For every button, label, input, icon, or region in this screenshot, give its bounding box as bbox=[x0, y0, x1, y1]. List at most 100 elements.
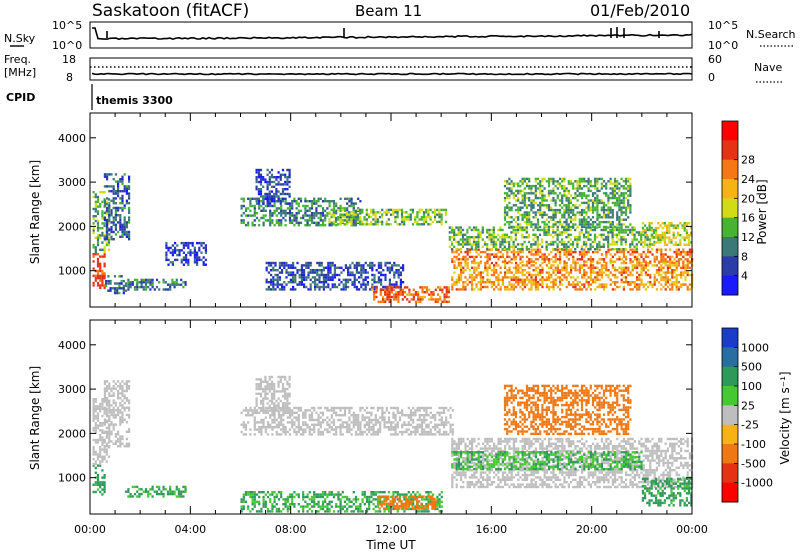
heatmap-cell bbox=[364, 276, 367, 279]
heatmap-cell bbox=[517, 281, 520, 284]
heatmap-cell bbox=[680, 250, 683, 254]
heatmap-cell bbox=[264, 192, 267, 196]
heatmap-cell bbox=[503, 238, 506, 241]
heatmap-cell bbox=[249, 433, 252, 436]
heatmap-cell bbox=[521, 194, 524, 197]
heatmap-cell bbox=[198, 249, 201, 252]
heatmap-cell bbox=[607, 208, 610, 212]
heatmap-cell bbox=[536, 243, 539, 246]
heatmap-cell bbox=[280, 421, 283, 424]
heatmap-cell bbox=[536, 218, 540, 221]
heatmap-cell bbox=[499, 255, 502, 259]
heatmap-cell bbox=[388, 271, 391, 274]
heatmap-cell bbox=[680, 285, 683, 289]
heatmap-cell bbox=[620, 223, 623, 226]
heatmap-cell bbox=[479, 233, 482, 236]
heatmap-cell bbox=[328, 224, 331, 227]
heatmap-cell bbox=[451, 258, 454, 261]
heatmap-cell bbox=[541, 196, 544, 200]
heatmap-cell bbox=[114, 218, 117, 222]
heatmap-cell bbox=[162, 485, 165, 489]
heatmap-cell bbox=[567, 199, 570, 202]
heatmap-cell bbox=[103, 222, 106, 225]
heatmap-cell bbox=[587, 206, 590, 209]
heatmap-cell bbox=[587, 266, 590, 269]
heatmap-cell bbox=[598, 283, 601, 286]
heatmap-cell bbox=[539, 204, 542, 207]
heatmap-cell bbox=[655, 226, 658, 230]
heatmap-cell bbox=[600, 253, 603, 256]
heatmap-cell bbox=[106, 206, 109, 210]
heatmap-cell bbox=[614, 283, 617, 286]
heatmap-cell bbox=[99, 483, 102, 486]
heatmap-cell bbox=[269, 423, 272, 426]
heatmap-cell bbox=[538, 233, 542, 236]
heatmap-cell bbox=[680, 273, 683, 277]
heatmap-cell bbox=[580, 228, 583, 232]
heatmap-cell bbox=[484, 250, 487, 254]
heatmap-cell bbox=[499, 240, 502, 244]
heatmap-cell bbox=[94, 466, 97, 470]
heatmap-cell bbox=[92, 419, 95, 422]
heatmap-cell bbox=[683, 224, 686, 227]
heatmap-cell bbox=[515, 285, 518, 289]
heatmap-cell bbox=[112, 401, 115, 405]
heatmap-cell bbox=[506, 192, 509, 195]
heatmap-cell bbox=[420, 218, 423, 221]
heatmap-cell bbox=[514, 204, 518, 207]
heatmap-cell bbox=[618, 194, 621, 197]
heatmap-cell bbox=[149, 283, 152, 286]
heatmap-cell bbox=[299, 221, 303, 224]
heatmap-cell bbox=[576, 187, 579, 190]
heatmap-cell bbox=[550, 258, 553, 261]
heatmap-cell bbox=[343, 421, 347, 424]
heatmap-cell bbox=[335, 209, 338, 212]
heatmap-cell bbox=[108, 401, 111, 405]
heatmap-cell bbox=[593, 236, 597, 239]
heatmap-cell bbox=[523, 199, 526, 202]
heatmap-cell bbox=[554, 208, 557, 212]
heatmap-cell bbox=[269, 212, 272, 215]
heatmap-cell bbox=[594, 208, 597, 212]
heatmap-cell bbox=[162, 278, 165, 282]
heatmap-cell bbox=[558, 199, 562, 202]
heatmap-cell bbox=[508, 243, 511, 246]
heatmap-cell bbox=[508, 177, 511, 181]
heatmap-cell bbox=[622, 180, 625, 183]
heatmap-cell bbox=[569, 194, 573, 197]
heatmap-cell bbox=[273, 414, 276, 417]
heatmap-cell bbox=[103, 389, 106, 393]
heatmap-cell bbox=[92, 260, 95, 263]
heatmap-cell bbox=[510, 261, 513, 265]
heatmap-cell bbox=[510, 283, 513, 286]
heatmap-cell bbox=[270, 176, 274, 179]
heatmap-cell bbox=[534, 192, 537, 195]
heatmap-cell bbox=[561, 223, 564, 226]
heatmap-cell bbox=[103, 486, 106, 489]
heatmap-cell bbox=[492, 240, 495, 244]
heatmap-cell bbox=[607, 213, 610, 217]
heatmap-cell bbox=[640, 283, 643, 286]
heatmap-cell bbox=[106, 404, 109, 407]
heatmap-cell bbox=[92, 426, 95, 430]
heatmap-cell bbox=[611, 194, 614, 197]
heatmap-cell bbox=[614, 260, 617, 263]
heatmap-cell bbox=[193, 258, 196, 262]
heatmap-cell bbox=[101, 481, 104, 484]
heatmap-cell bbox=[291, 411, 294, 414]
heatmap-cell bbox=[534, 288, 537, 291]
heatmap-cell bbox=[414, 300, 418, 303]
heatmap-cell bbox=[313, 214, 316, 217]
heatmap-cell bbox=[265, 281, 268, 284]
heatmap-cell bbox=[350, 202, 353, 205]
heatmap-cell bbox=[616, 281, 619, 284]
heatmap-cell bbox=[569, 208, 573, 212]
heatmap-cell bbox=[563, 273, 566, 277]
heatmap-cell bbox=[648, 226, 652, 229]
heatmap-cell bbox=[416, 211, 419, 214]
heatmap-cell bbox=[659, 238, 662, 242]
heatmap-cell bbox=[291, 426, 294, 429]
heatmap-cell bbox=[571, 243, 575, 246]
heatmap-cell bbox=[486, 273, 489, 277]
heatmap-cell bbox=[313, 197, 316, 200]
